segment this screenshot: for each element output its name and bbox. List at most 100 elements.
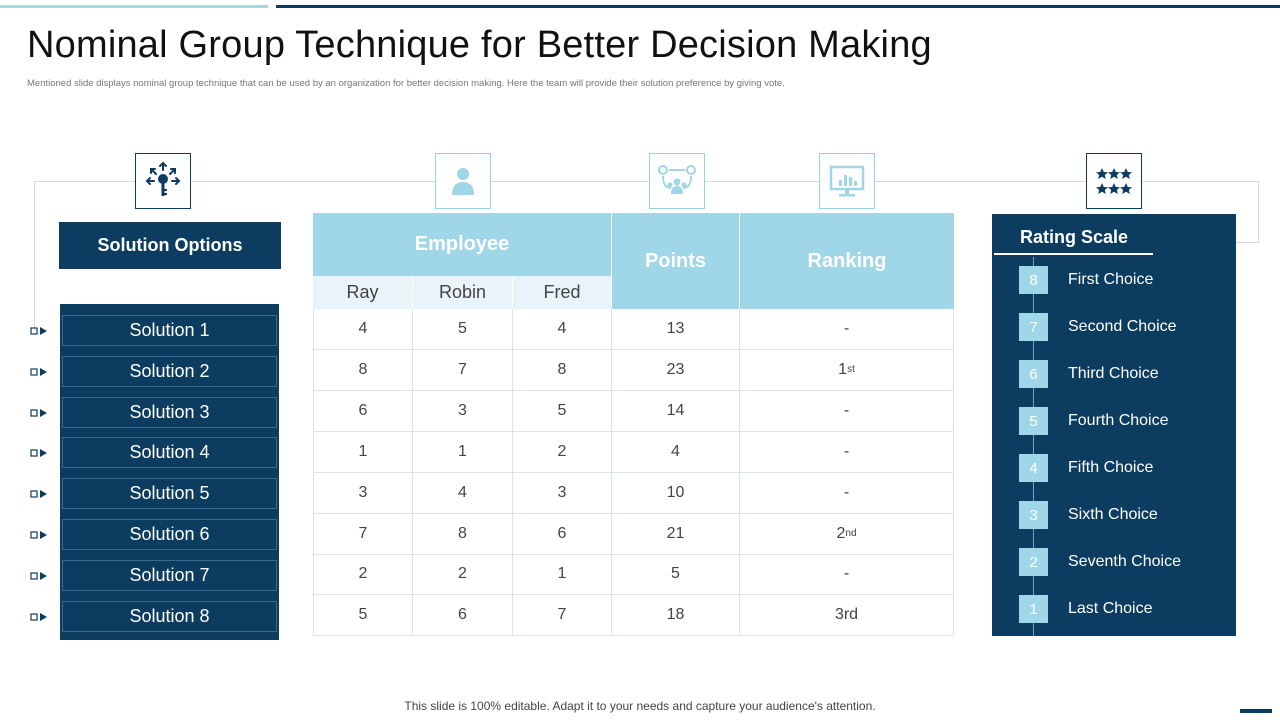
rating-label: Seventh Choice	[1068, 553, 1181, 570]
table-cell-points: 4	[612, 431, 740, 473]
key-network-icon-box	[135, 153, 191, 209]
table-cell-robin: 7	[413, 349, 513, 391]
table-cell-rank: -	[740, 309, 954, 350]
arrow-bullet-icon	[30, 490, 47, 499]
arrow-bullet-icon	[30, 531, 47, 539]
table-cell-robin: 8	[413, 513, 513, 555]
table-cell-ray: 4	[313, 309, 413, 350]
team-network-icon-box	[649, 153, 705, 209]
employee-robin-header: Robin	[413, 276, 513, 309]
page-title: Nominal Group Technique for Better Decis…	[27, 24, 932, 66]
table-cell-ray: 2	[313, 554, 413, 596]
top-accent-bar-dark	[276, 5, 1280, 8]
table-cell-points: 10	[612, 472, 740, 514]
rank-value: -	[843, 483, 850, 501]
arrow-bullet-icon	[30, 327, 47, 335]
top-accent-bar-light	[0, 5, 268, 8]
connector-line-right	[1258, 181, 1259, 243]
monitor-chart-icon	[829, 165, 865, 197]
table-cell-ray: 1	[313, 431, 413, 473]
table-cell-rank: -	[740, 390, 954, 432]
person-icon	[452, 168, 474, 195]
rating-label: Second Choice	[1068, 318, 1177, 335]
rating-number: 8	[1019, 266, 1048, 294]
rating-label: Last Choice	[1068, 600, 1153, 617]
table-cell-fred: 5	[513, 390, 612, 432]
connector-line-right-end	[1236, 242, 1259, 243]
arrow-bullet-icon	[30, 449, 47, 458]
rating-label: First Choice	[1068, 271, 1154, 288]
table-cell-rank: 3rd	[740, 595, 954, 637]
employee-ray-header: Ray	[313, 276, 413, 309]
solution-options-panel	[60, 304, 279, 640]
rank-value: 2	[836, 524, 846, 542]
rank-value: -	[843, 320, 850, 337]
solution-item: Solution 7	[62, 559, 277, 591]
footer-accent-bar	[1240, 709, 1272, 713]
table-cell-rank: -	[740, 554, 954, 596]
table-cell-points: 5	[612, 554, 740, 596]
table-cell-robin: 4	[413, 472, 513, 514]
table-cell-robin: 5	[413, 309, 513, 350]
stars-rating-icon	[1096, 168, 1132, 194]
table-cell-rank: -	[740, 431, 954, 473]
table-cell-fred: 3	[513, 472, 612, 514]
table-cell-ray: 6	[313, 390, 413, 432]
solution-item: Solution 4	[62, 437, 277, 469]
arrow-bullet-icon	[30, 408, 47, 417]
rating-number: 7	[1019, 313, 1048, 341]
rating-number: 1	[1019, 595, 1048, 623]
rating-number: 5	[1019, 407, 1048, 435]
table-cell-fred: 7	[513, 595, 612, 637]
table-cell-points: 14	[612, 390, 740, 432]
solution-item: Solution 3	[62, 396, 277, 428]
table-cell-fred: 6	[513, 513, 612, 555]
table-cell-robin: 2	[413, 554, 513, 596]
rating-scale-title: Rating Scale	[1019, 226, 1129, 247]
solution-item: Solution 6	[62, 519, 277, 550]
table-cell-points: 21	[612, 513, 740, 555]
rank-value: -	[843, 401, 850, 419]
monitor-chart-icon-box	[819, 153, 875, 209]
table-cell-rank: -	[740, 472, 954, 514]
table-cell-fred: 1	[513, 554, 612, 596]
table-cell-points: 23	[612, 349, 740, 391]
table-cell-ray: 7	[313, 513, 413, 555]
table-cell-robin: 1	[413, 431, 513, 473]
table-cell-robin: 6	[413, 595, 513, 637]
arrow-bullet-icon	[30, 612, 47, 621]
key-network-icon	[145, 161, 181, 196]
table-cell-ray: 5	[313, 595, 413, 637]
rating-scale-underline	[994, 253, 1153, 255]
solution-item: Solution 1	[62, 315, 277, 346]
employee-fred-header: Fred	[513, 276, 612, 309]
rating-number: 6	[1019, 360, 1048, 388]
rating-label: Third Choice	[1068, 365, 1159, 382]
ranking-header: Ranking	[740, 213, 954, 309]
solution-item: Solution 5	[62, 478, 277, 510]
connector-line-left	[34, 181, 35, 331]
rating-number: 2	[1019, 548, 1048, 576]
table-cell-fred: 2	[513, 431, 612, 473]
rating-label: Sixth Choice	[1068, 506, 1158, 523]
employee-header: Employee	[313, 213, 612, 276]
rank-value: 1	[838, 360, 848, 378]
rank-value: -	[843, 442, 850, 460]
rating-number: 4	[1019, 454, 1048, 482]
solution-options-header: Solution Options	[59, 222, 281, 269]
table-cell-ray: 3	[313, 472, 413, 514]
stars-rating-icon-box	[1086, 153, 1142, 209]
arrow-bullet-icon	[30, 367, 47, 376]
footer-note: This slide is 100% editable. Adapt it to…	[404, 699, 876, 713]
rating-label: Fifth Choice	[1068, 459, 1154, 476]
table-cell-points: 18	[612, 595, 740, 637]
rating-label: Fourth Choice	[1068, 412, 1169, 429]
rating-scale-line	[1033, 257, 1034, 636]
page-subtitle: Mentioned slide displays nominal group t…	[27, 78, 785, 89]
table-cell-fred: 4	[513, 309, 612, 350]
table-cell-ray: 8	[313, 349, 413, 391]
solution-item: Solution 8	[62, 600, 277, 632]
points-header: Points	[612, 213, 740, 309]
